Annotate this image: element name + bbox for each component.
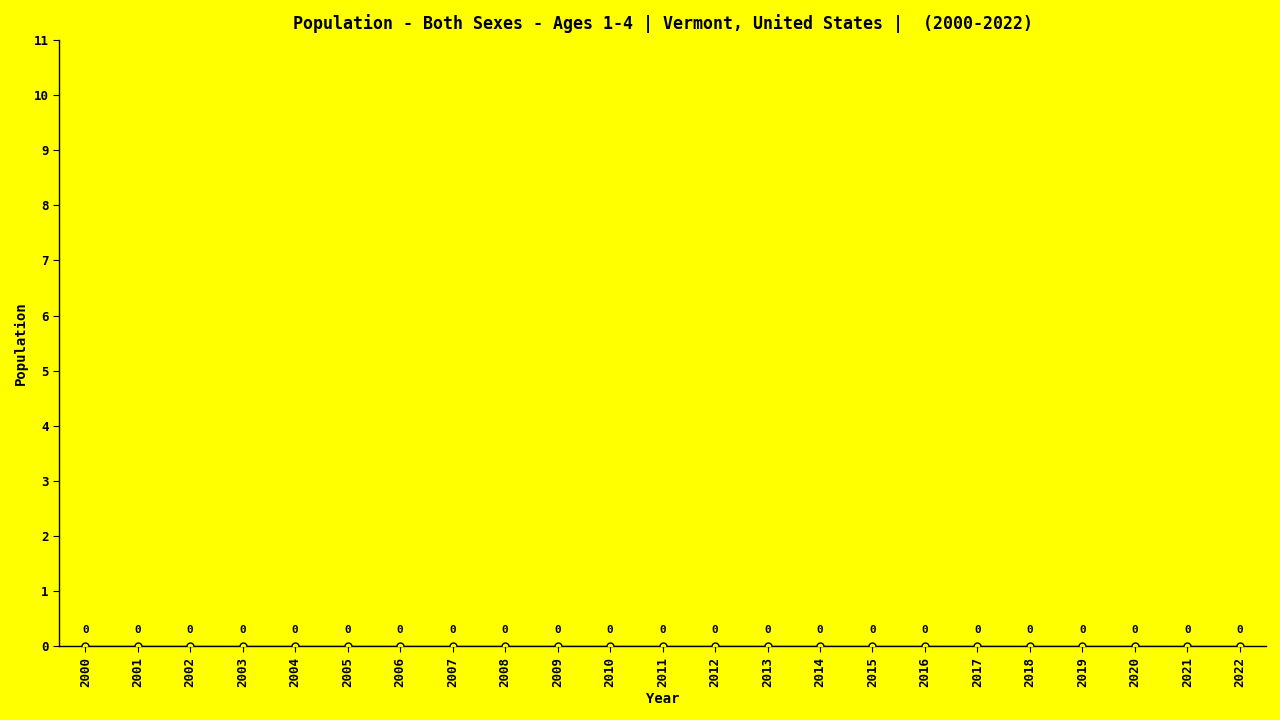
Text: 0: 0	[1236, 625, 1243, 635]
Text: 0: 0	[1132, 625, 1138, 635]
Text: 0: 0	[712, 625, 718, 635]
Text: 0: 0	[1079, 625, 1085, 635]
Title: Population - Both Sexes - Ages 1-4 | Vermont, United States |  (2000-2022): Population - Both Sexes - Ages 1-4 | Ver…	[293, 14, 1033, 33]
Text: 0: 0	[1027, 625, 1033, 635]
X-axis label: Year: Year	[646, 692, 680, 706]
Text: 0: 0	[82, 625, 88, 635]
Text: 0: 0	[292, 625, 298, 635]
Text: 0: 0	[554, 625, 561, 635]
Text: 0: 0	[187, 625, 193, 635]
Text: 0: 0	[607, 625, 613, 635]
Text: 0: 0	[239, 625, 246, 635]
Text: 0: 0	[502, 625, 508, 635]
Text: 0: 0	[659, 625, 666, 635]
Y-axis label: Population: Population	[14, 301, 28, 385]
Text: 0: 0	[974, 625, 980, 635]
Text: 0: 0	[1184, 625, 1190, 635]
Text: 0: 0	[134, 625, 141, 635]
Text: 0: 0	[397, 625, 403, 635]
Text: 0: 0	[764, 625, 771, 635]
Text: 0: 0	[922, 625, 928, 635]
Text: 0: 0	[344, 625, 351, 635]
Text: 0: 0	[449, 625, 456, 635]
Text: 0: 0	[817, 625, 823, 635]
Text: 0: 0	[869, 625, 876, 635]
